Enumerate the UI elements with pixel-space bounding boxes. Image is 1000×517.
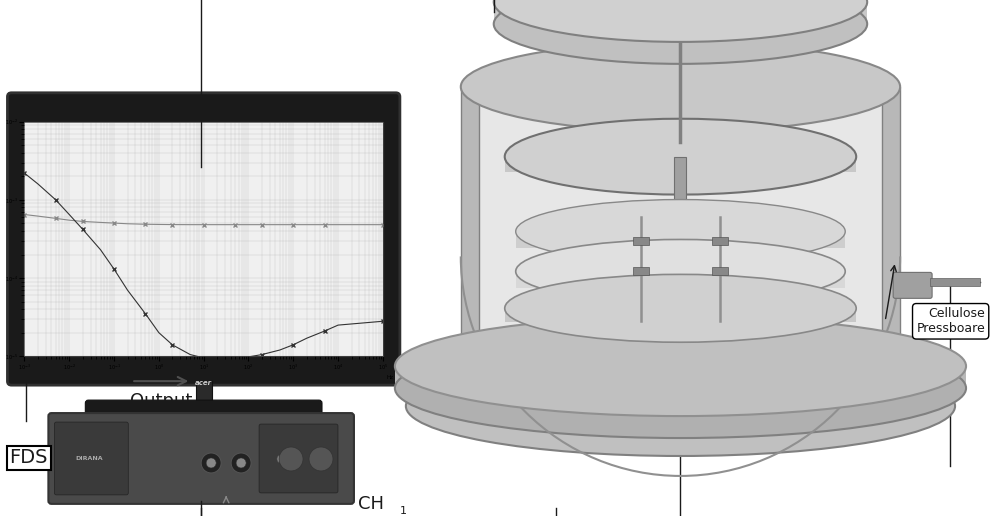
Circle shape xyxy=(231,453,251,473)
FancyBboxPatch shape xyxy=(893,272,932,298)
Bar xyxy=(525,386,537,421)
FancyBboxPatch shape xyxy=(7,93,400,385)
Ellipse shape xyxy=(505,119,856,194)
Bar xyxy=(461,87,479,406)
Bar xyxy=(882,87,900,406)
Bar xyxy=(712,267,728,276)
Text: Cellulose
Pressboare: Cellulose Pressboare xyxy=(916,307,985,336)
Circle shape xyxy=(309,447,333,471)
Bar xyxy=(505,154,856,172)
Bar xyxy=(479,87,882,406)
Bar xyxy=(633,267,649,276)
FancyBboxPatch shape xyxy=(54,422,128,495)
Ellipse shape xyxy=(406,356,955,456)
Ellipse shape xyxy=(516,200,845,264)
Ellipse shape xyxy=(505,275,856,342)
Bar xyxy=(196,381,212,403)
Bar xyxy=(505,306,856,322)
Text: FDS: FDS xyxy=(9,448,48,467)
Bar xyxy=(930,278,980,286)
Ellipse shape xyxy=(479,42,882,132)
Text: DIRANA: DIRANA xyxy=(76,457,103,462)
Bar xyxy=(516,231,845,249)
Ellipse shape xyxy=(395,316,966,416)
FancyBboxPatch shape xyxy=(24,121,383,356)
Text: acer: acer xyxy=(195,380,212,386)
Ellipse shape xyxy=(461,42,900,132)
FancyBboxPatch shape xyxy=(48,413,354,504)
Ellipse shape xyxy=(494,0,867,64)
FancyBboxPatch shape xyxy=(259,424,338,493)
Ellipse shape xyxy=(494,0,867,42)
Circle shape xyxy=(206,458,216,468)
Circle shape xyxy=(201,453,221,473)
Bar xyxy=(516,268,845,288)
Circle shape xyxy=(279,447,303,471)
FancyBboxPatch shape xyxy=(85,400,322,426)
Bar xyxy=(494,0,867,24)
Bar xyxy=(764,386,776,421)
Ellipse shape xyxy=(516,239,845,303)
Bar xyxy=(712,237,728,246)
Ellipse shape xyxy=(395,338,966,438)
Bar xyxy=(395,364,966,388)
Bar xyxy=(674,157,686,217)
Text: Output: Output xyxy=(130,392,192,410)
Text: 1: 1 xyxy=(399,506,406,516)
Text: CH: CH xyxy=(358,495,384,513)
Bar xyxy=(645,386,657,421)
Circle shape xyxy=(236,458,246,468)
Circle shape xyxy=(277,455,285,463)
Bar xyxy=(633,237,649,246)
